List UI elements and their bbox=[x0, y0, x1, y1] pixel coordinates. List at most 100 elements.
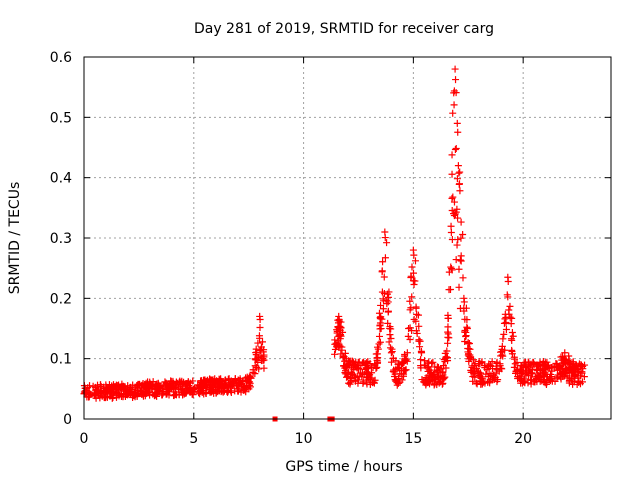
data-point bbox=[376, 332, 384, 340]
data-point bbox=[246, 379, 254, 387]
data-point bbox=[433, 367, 441, 375]
data-point bbox=[561, 349, 569, 357]
data-point bbox=[403, 357, 411, 365]
data-point bbox=[554, 371, 562, 379]
data-point bbox=[399, 359, 407, 367]
data-point bbox=[152, 389, 160, 397]
peak-point bbox=[381, 234, 389, 242]
data-point bbox=[501, 315, 509, 323]
data-point bbox=[450, 101, 458, 109]
data-point bbox=[459, 230, 467, 238]
data-point bbox=[465, 345, 473, 353]
data-point bbox=[461, 337, 469, 345]
data-point bbox=[381, 254, 389, 262]
data-point bbox=[539, 367, 547, 375]
data-point bbox=[508, 348, 516, 356]
data-point bbox=[496, 348, 504, 356]
data-point bbox=[364, 370, 372, 378]
data-point bbox=[335, 331, 343, 339]
data-point bbox=[417, 364, 425, 372]
data-point bbox=[465, 355, 473, 363]
data-point bbox=[200, 382, 208, 390]
data-point bbox=[202, 389, 210, 397]
data-point bbox=[475, 360, 483, 368]
data-point bbox=[464, 348, 472, 356]
grid-layer bbox=[84, 57, 611, 419]
data-point bbox=[581, 361, 589, 369]
data-point bbox=[206, 377, 214, 385]
x-tick-label: 20 bbox=[514, 431, 532, 447]
data-point bbox=[499, 352, 507, 360]
data-point bbox=[429, 358, 437, 366]
data-point bbox=[552, 363, 560, 371]
data-point bbox=[158, 391, 166, 399]
data-point bbox=[454, 214, 462, 222]
data-point bbox=[508, 328, 516, 336]
data-point bbox=[406, 297, 414, 305]
peak-point bbox=[453, 119, 461, 127]
data-point bbox=[347, 374, 355, 382]
data-point bbox=[482, 370, 490, 378]
data-point bbox=[463, 325, 471, 333]
data-point bbox=[469, 377, 477, 385]
data-point bbox=[153, 380, 161, 388]
data-point bbox=[533, 361, 541, 369]
data-point bbox=[420, 361, 428, 369]
data-point bbox=[373, 356, 381, 364]
data-point bbox=[385, 338, 393, 346]
data-point bbox=[472, 379, 480, 387]
peak-point bbox=[451, 65, 459, 73]
data-point bbox=[379, 305, 387, 313]
data-point bbox=[367, 374, 375, 382]
data-point bbox=[470, 356, 478, 364]
data-point bbox=[377, 325, 385, 333]
data-point bbox=[127, 383, 135, 391]
data-point bbox=[453, 205, 461, 213]
data-point bbox=[511, 360, 519, 368]
data-point bbox=[85, 393, 93, 401]
data-point bbox=[453, 175, 461, 183]
peak-point bbox=[504, 277, 512, 285]
data-point bbox=[346, 380, 354, 388]
data-point bbox=[401, 366, 409, 374]
data-point bbox=[537, 371, 545, 379]
data-point bbox=[452, 256, 460, 264]
data-point bbox=[452, 144, 460, 152]
data-point bbox=[539, 358, 547, 366]
data-point bbox=[366, 381, 374, 389]
data-point bbox=[457, 234, 465, 242]
data-point bbox=[380, 273, 388, 281]
data-point bbox=[424, 359, 432, 367]
data-point bbox=[455, 265, 463, 273]
data-point bbox=[431, 371, 439, 379]
data-point bbox=[207, 376, 215, 384]
data-point bbox=[386, 344, 394, 352]
data-point bbox=[349, 358, 357, 366]
data-point bbox=[580, 373, 588, 381]
data-point bbox=[423, 379, 431, 387]
data-point bbox=[334, 337, 342, 345]
peak-point bbox=[256, 316, 264, 324]
data-point bbox=[579, 365, 587, 373]
data-point bbox=[564, 364, 572, 372]
data-point bbox=[133, 381, 141, 389]
data-point bbox=[200, 376, 208, 384]
data-point bbox=[375, 309, 383, 317]
data-point bbox=[384, 319, 392, 327]
data-point bbox=[462, 332, 470, 340]
data-point bbox=[378, 315, 386, 323]
data-point bbox=[453, 241, 461, 249]
data-point bbox=[218, 387, 226, 395]
data-point bbox=[470, 370, 478, 378]
data-point bbox=[260, 364, 268, 372]
data-point bbox=[444, 333, 452, 341]
data-point bbox=[541, 361, 549, 369]
data-point bbox=[170, 391, 178, 399]
data-point bbox=[176, 377, 184, 385]
data-point bbox=[117, 393, 125, 401]
data-point bbox=[466, 354, 474, 362]
data-point bbox=[501, 346, 509, 354]
data-point bbox=[425, 363, 433, 371]
data-point bbox=[104, 385, 112, 393]
ticks-layer: 0 0.1 0.2 0.3 0.4 0.5 0.6 0 5 10 15 20 bbox=[50, 50, 611, 447]
